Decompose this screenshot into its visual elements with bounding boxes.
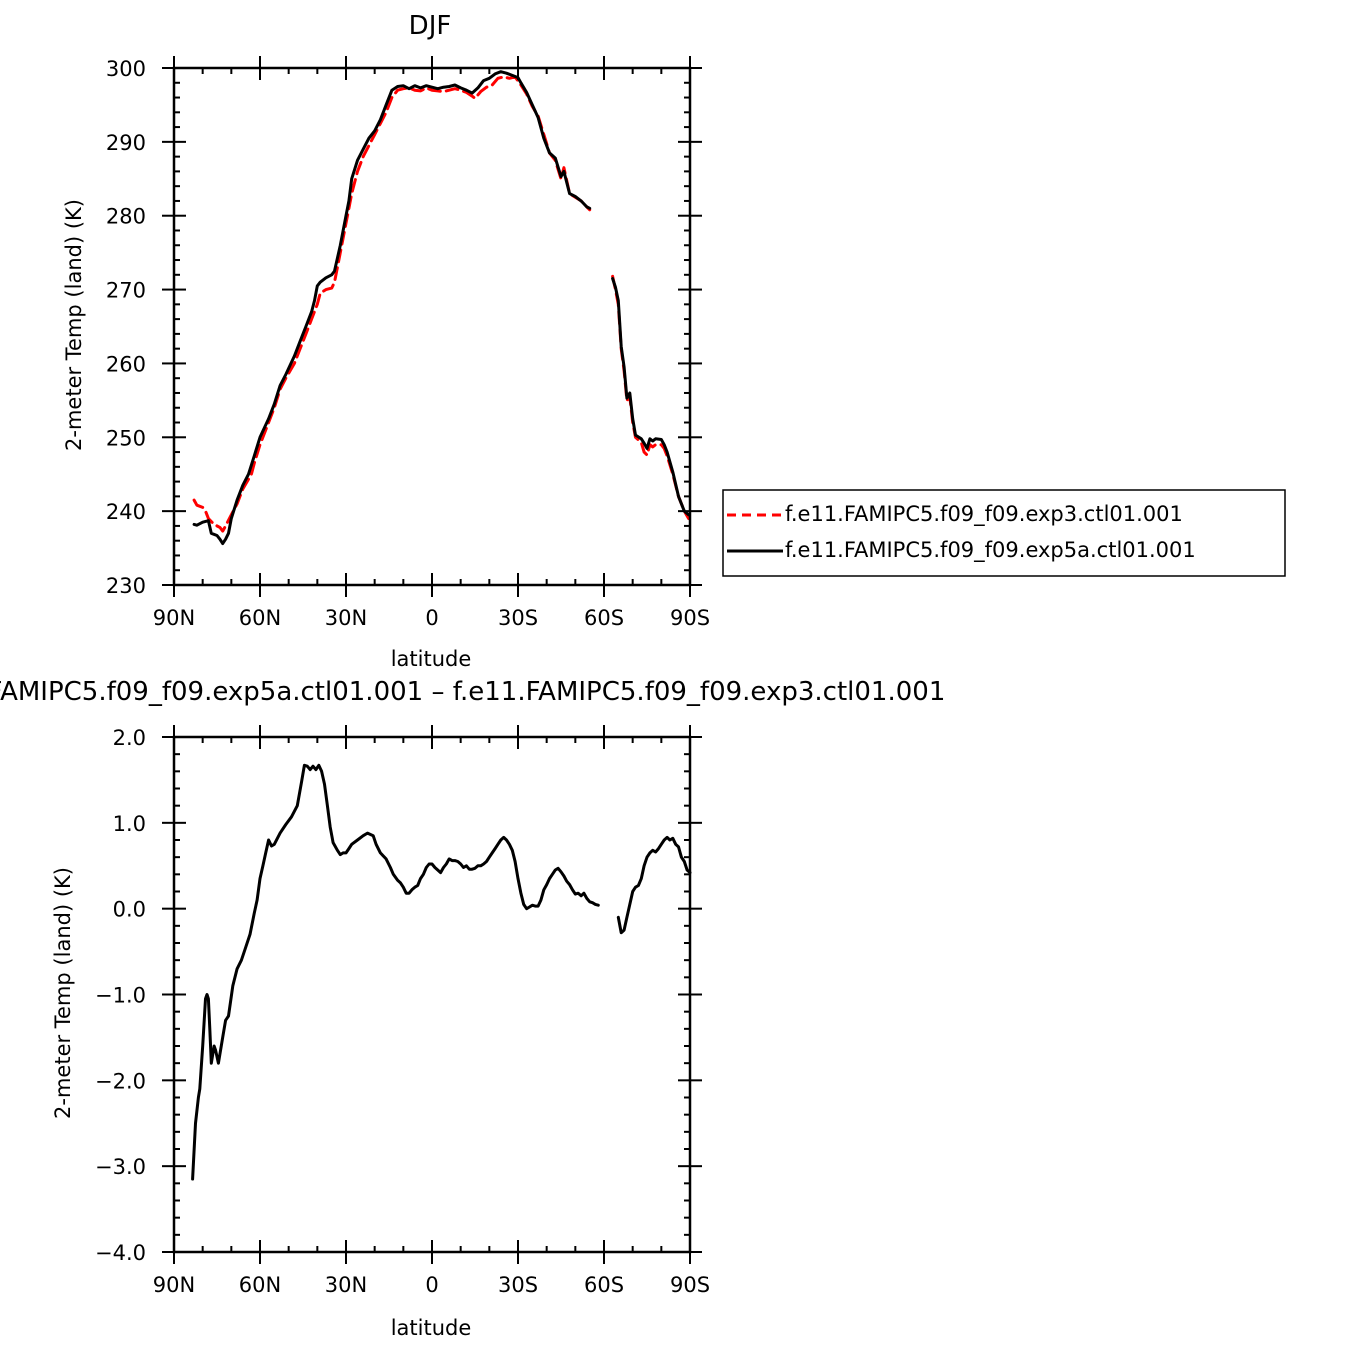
x-tick-label: 60N xyxy=(239,1273,281,1297)
top-y-axis-label: 2-meter Temp (land) (K) xyxy=(62,199,86,451)
legend-label-exp3: f.e11.FAMIPC5.f09_f09.exp3.ctl01.001 xyxy=(785,502,1183,527)
series-line-c0-s1-seg0 xyxy=(192,70,592,546)
top-panel: DJF 90N 60N 30N 0 30S 60S 90S 230 240 250 260 270 28… xyxy=(62,11,710,671)
bottom-chart-title: f.e11.FAMIPC5.f09_f09.exp5a.ctl01.001 – … xyxy=(0,677,945,707)
bottom-x-axis-label: latitude xyxy=(391,1316,472,1340)
x-tick-label: 60S xyxy=(584,1273,624,1297)
y-tick-label: −2.0 xyxy=(95,1069,146,1093)
y-tick-label: 230 xyxy=(106,574,146,598)
bottom-y-axis-label: 2-meter Temp (land) (K) xyxy=(51,867,75,1119)
series-line-c0-s1-seg1 xyxy=(611,277,691,517)
x-tick-label: 90S xyxy=(670,606,710,630)
x-tick-label: 30N xyxy=(325,606,367,630)
plot-frame xyxy=(172,66,692,587)
y-tick-label: 280 xyxy=(106,205,146,229)
series-line-c0-s0-seg1 xyxy=(611,274,691,520)
y-tick-label: 240 xyxy=(106,500,146,524)
legend: f.e11.FAMIPC5.f09_f09.exp3.ctl01.001 f.e… xyxy=(722,489,1286,577)
top-chart-title: DJF xyxy=(409,11,452,41)
top-plot-area: 90N 60N 30N 0 30S 60S 90S 230 240 250 260 270 280 290… xyxy=(106,56,710,630)
y-tick-label: 0.0 xyxy=(113,898,146,922)
x-tick-label: 30N xyxy=(325,1273,367,1297)
x-tick-label: 0 xyxy=(425,606,438,630)
y-tick-label: −4.0 xyxy=(95,1241,146,1265)
series-line-c1-s0-seg0 xyxy=(191,763,600,1181)
y-tick-label: 250 xyxy=(106,426,146,450)
y-tick-label: −1.0 xyxy=(95,984,146,1008)
x-tick-label: 90S xyxy=(670,1273,710,1297)
y-tick-label: −3.0 xyxy=(95,1155,146,1179)
y-tick-label: 2.0 xyxy=(113,726,146,750)
x-tick-label: 90N xyxy=(153,1273,195,1297)
x-tick-label: 90N xyxy=(153,606,195,630)
y-tick-label: 290 xyxy=(106,131,146,155)
series-line-c1-s0-seg1 xyxy=(616,835,692,935)
bottom-panel: f.e11.FAMIPC5.f09_f09.exp5a.ctl01.001 – … xyxy=(0,677,945,1340)
top-x-axis-label: latitude xyxy=(391,647,472,671)
y-tick-label: 1.0 xyxy=(113,812,146,836)
x-tick-label: 30S xyxy=(498,606,538,630)
y-tick-label: 300 xyxy=(106,57,146,81)
x-tick-label: 30S xyxy=(498,1273,538,1297)
x-tick-label: 60S xyxy=(584,606,624,630)
plot-frame xyxy=(172,735,692,1254)
y-tick-label: 260 xyxy=(106,352,146,376)
x-tick-label: 0 xyxy=(425,1273,438,1297)
y-tick-label: 270 xyxy=(106,279,146,303)
x-tick-label: 60N xyxy=(239,606,281,630)
legend-label-exp5a: f.e11.FAMIPC5.f09_f09.exp5a.ctl01.001 xyxy=(785,538,1196,563)
legend-box xyxy=(722,489,1286,577)
bottom-plot-area: 90N 60N 30N 0 30S 60S 90S −4.0 −3.0 −2.0 −1.0 0.0 1.… xyxy=(95,725,710,1297)
